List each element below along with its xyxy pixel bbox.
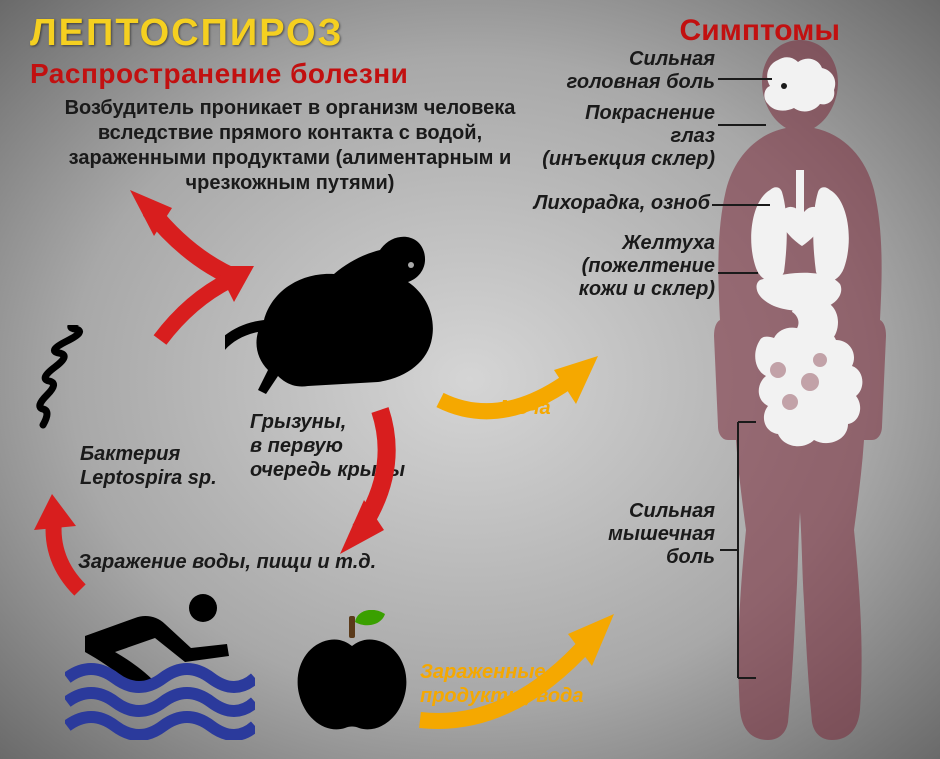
symptom-jaundice: Желтуха(пожелтениекожи и склер) xyxy=(555,232,715,301)
apple-icon xyxy=(295,610,410,730)
symptom-muscle: Сильнаямышечнаяболь xyxy=(580,500,715,569)
line-eyes xyxy=(718,124,766,126)
arrow-water-to-bacteria xyxy=(30,490,110,600)
line-fever xyxy=(712,204,770,206)
label-bacteria: БактерияLeptospira sp. xyxy=(80,442,240,490)
symptom-fever: Лихорадка, озноб xyxy=(500,192,710,215)
line-headache xyxy=(718,78,772,80)
symptom-eyes: Покраснениеглаз(инъекция склер) xyxy=(540,102,715,171)
arrow-bacteria-to-rat xyxy=(150,260,260,350)
arrow-urine-to-human xyxy=(430,340,610,440)
arrow-rat-to-water xyxy=(320,400,420,560)
water-swimmer-icon xyxy=(65,590,255,740)
subtitle: Распространение болезни xyxy=(30,58,408,90)
line-jaundice xyxy=(718,272,758,274)
symptom-headache: Сильнаяголовная боль xyxy=(545,48,715,94)
arrow-products-to-human xyxy=(410,600,630,740)
bracket-muscle xyxy=(718,420,758,680)
title-main: ЛЕПТОСПИРОЗ xyxy=(30,12,343,55)
intro-text: Возбудитель проникает в организм человек… xyxy=(30,96,550,196)
